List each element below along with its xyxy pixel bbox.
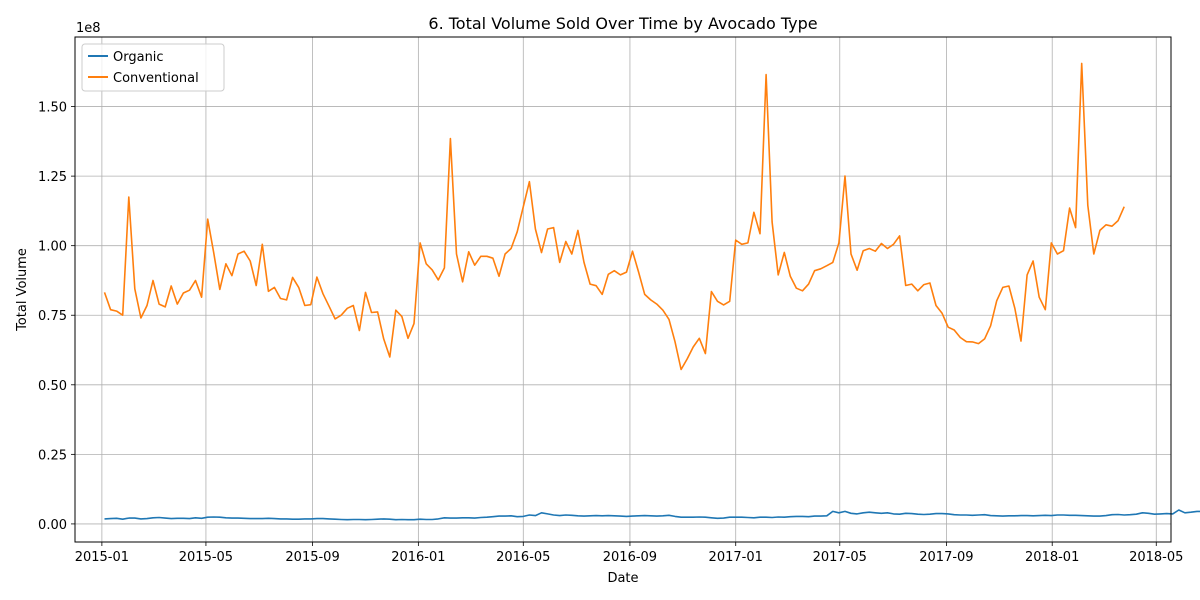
y-axis-label: Total Volume xyxy=(15,248,30,332)
y-tick-label: 0.00 xyxy=(38,518,67,533)
x-tick-label: 2016-01 xyxy=(391,550,445,565)
legend: Organic Conventional xyxy=(81,43,225,92)
series-line-organic xyxy=(104,509,1200,521)
y-tick-label: 0.50 xyxy=(38,379,67,394)
grid-lines xyxy=(75,37,1171,542)
legend-box xyxy=(81,43,225,92)
y-tick-label: 1.50 xyxy=(38,101,67,116)
series-layer xyxy=(103,62,1200,521)
x-tick-label: 2015-09 xyxy=(285,550,339,565)
x-tick-label: 2016-05 xyxy=(496,550,550,565)
x-tick-label: 2016-09 xyxy=(603,550,657,565)
x-tick-label: 2018-05 xyxy=(1129,550,1183,565)
x-tick-label: 2017-09 xyxy=(919,550,973,565)
x-tick-label: 2018-01 xyxy=(1025,550,1079,565)
y-tick-label: 0.75 xyxy=(38,309,67,324)
y-tick-label: 1.00 xyxy=(38,240,67,255)
legend-label-organic: Organic xyxy=(113,50,164,65)
x-axis-label: Date xyxy=(607,571,638,586)
chart-title: 6. Total Volume Sold Over Time by Avocad… xyxy=(428,14,817,33)
series-line-conventional xyxy=(103,62,1125,371)
legend-label-conventional: Conventional xyxy=(113,71,199,86)
x-tick-label: 2017-05 xyxy=(813,550,867,565)
x-tick-label: 2017-01 xyxy=(709,550,763,565)
x-tick-label: 2015-01 xyxy=(75,550,129,565)
y-tick-label: 1.25 xyxy=(38,170,67,185)
axis-ticks: 2015-01 2015-05 2015-09 2016-01 2016-05 2016-… xyxy=(38,101,1183,565)
y-offset-label: 1e8 xyxy=(76,21,101,36)
plot-area-frame xyxy=(74,36,1172,543)
x-tick-label: 2015-05 xyxy=(179,550,233,565)
y-tick-label: 0.25 xyxy=(38,448,67,463)
